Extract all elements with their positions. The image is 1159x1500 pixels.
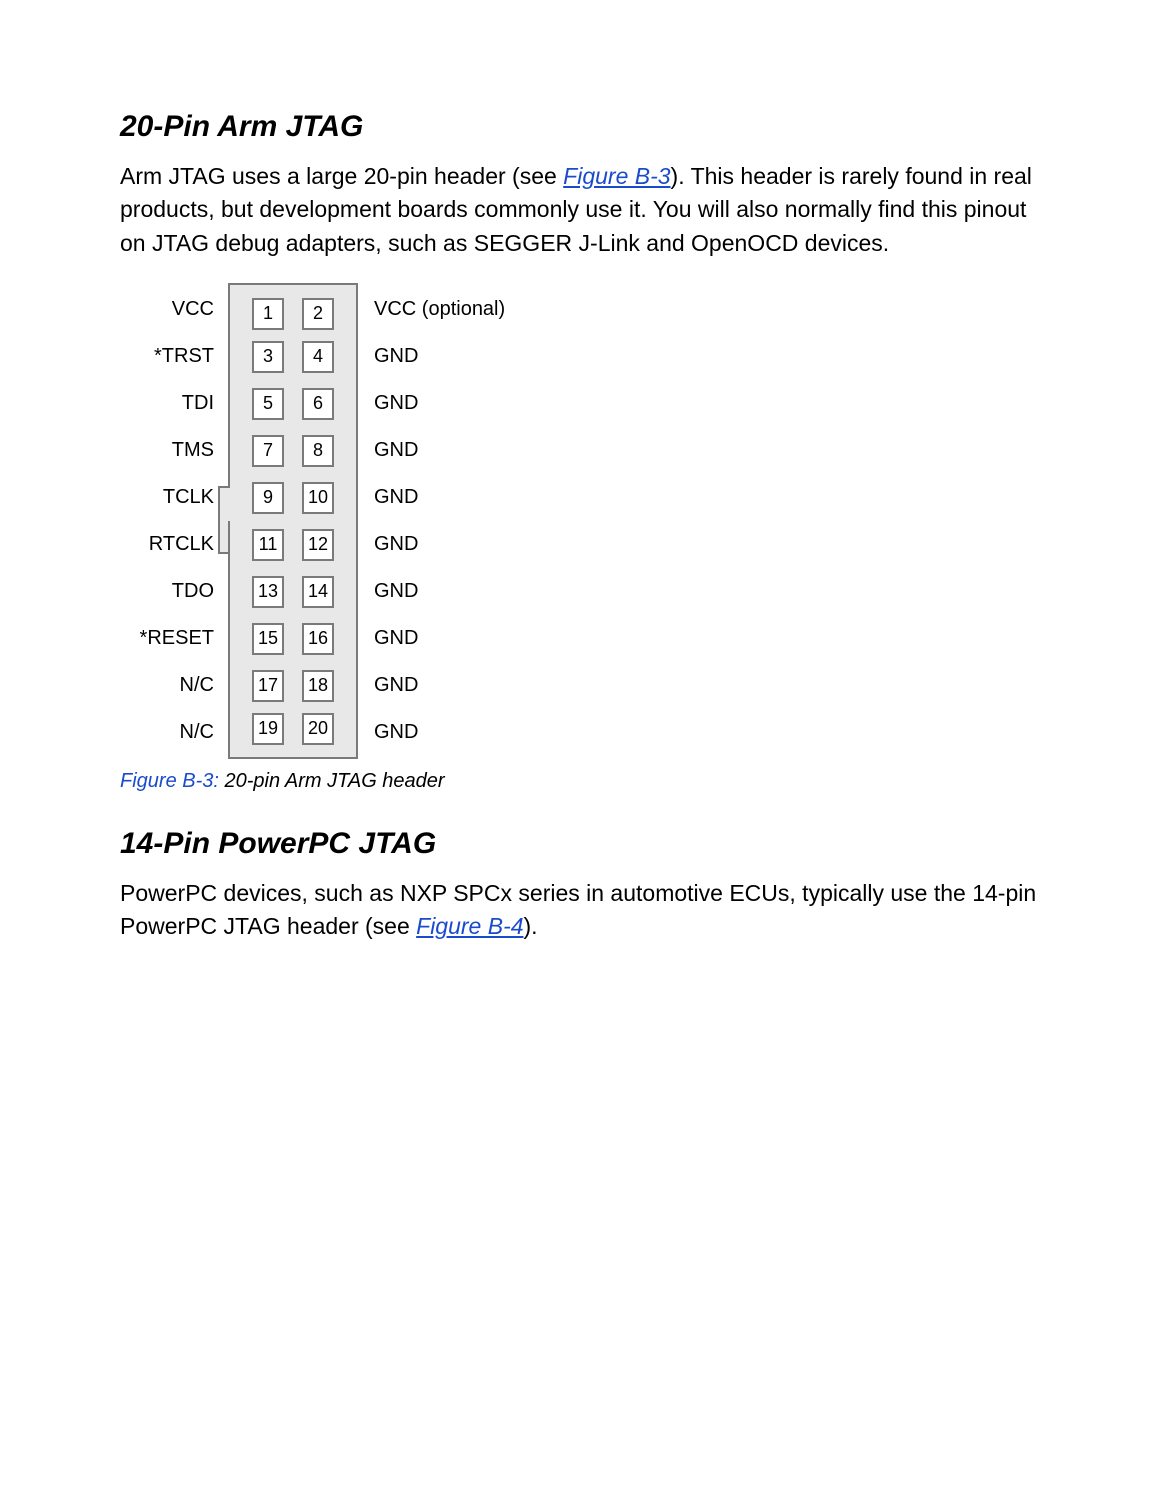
pin-box: 16 [302,623,334,655]
pinout-row: TDO 13 14 GND [120,568,1039,615]
pin-box: 17 [252,670,284,702]
connector-cell: 1920 [228,706,358,759]
pin-label-right: GND [358,674,418,697]
figure-b4-link[interactable]: Figure B-4 [416,913,523,939]
pinout-row: RTCLK 11 12 GND [120,521,1039,568]
pinout-row: TCLK 9 10 GND [120,474,1039,521]
connector-cell: 34 [228,333,358,380]
connector-cell: 9 10 [228,474,358,521]
pin-label-right: GND [358,721,418,744]
pin-label-left: N/C [120,674,228,697]
pin-label-right: GND [358,580,418,603]
section-heading-14pin: 14-Pin PowerPC JTAG [120,827,1039,861]
pin-box: 14 [302,576,334,608]
page-content: 20-Pin Arm JTAG Arm JTAG uses a large 20… [0,0,1159,1030]
connector-cell: 1718 [228,662,358,709]
pin-box: 5 [252,388,284,420]
pinout-row: TDI56GND [120,380,1039,427]
para1-pre: Arm JTAG uses a large 20-pin header (see [120,163,563,189]
pin-label-right: GND [358,486,418,509]
pin-box: 9 [252,482,284,514]
pinout-row: N/C1718GND [120,662,1039,709]
pin-label-left: N/C [120,721,228,744]
pin-box: 20 [302,713,334,745]
figure-caption-text: 20-pin Arm JTAG header [219,770,445,792]
connector-cell: 12 [228,283,358,336]
pin-box: 10 [302,482,334,514]
connector-cell: 13 14 [228,568,358,615]
pinout-row: *RESET1516GND [120,615,1039,662]
pin-box: 3 [252,341,284,373]
pin-label-right: GND [358,627,418,650]
pin-box: 19 [252,713,284,745]
connector-cell: 78 [228,427,358,474]
pin-box: 11 [252,529,284,561]
pin-box: 6 [302,388,334,420]
pin-label-right: GND [358,345,418,368]
pin-label-left: *TRST [120,345,228,368]
pinout-row: *TRST34GND [120,333,1039,380]
pin-label-left: TMS [120,439,228,462]
pin-label-left: VCC [120,298,228,321]
pin-box: 4 [302,341,334,373]
connector-cell: 56 [228,380,358,427]
para2-post: ). [524,913,538,939]
pin-label-left: TDI [120,392,228,415]
pin-box: 12 [302,529,334,561]
pin-label-left: TCLK [120,486,228,509]
pin-label-left: TDO [120,580,228,603]
section2-paragraph: PowerPC devices, such as NXP SPCx series… [120,877,1039,944]
pin-label-right: GND [358,533,418,556]
pin-box: 2 [302,298,334,330]
section-heading-20pin: 20-Pin Arm JTAG [120,110,1039,144]
pin-label-right: GND [358,392,418,415]
pinout-row: VCC12VCC (optional) [120,286,1039,333]
pin-box: 13 [252,576,284,608]
pin-label-left: RTCLK [120,533,228,556]
figure-b3-link[interactable]: Figure B-3 [563,163,670,189]
section1-paragraph: Arm JTAG uses a large 20-pin header (see… [120,160,1039,260]
pin-label-left: *RESET [120,627,228,650]
para2-pre: PowerPC devices, such as NXP SPCx series… [120,880,1036,939]
pin-box: 15 [252,623,284,655]
connector-cell: 1516 [228,615,358,662]
pinout-row: TMS78GND [120,427,1039,474]
pin-box: 7 [252,435,284,467]
pin-box: 8 [302,435,334,467]
pinout-diagram: VCC12VCC (optional)*TRST34GNDTDI56GNDTMS… [120,286,1039,756]
figure-caption: Figure B-3: 20-pin Arm JTAG header [120,770,1039,793]
pin-box: 18 [302,670,334,702]
pin-label-right: VCC (optional) [358,298,505,321]
pin-box: 1 [252,298,284,330]
pin-label-right: GND [358,439,418,462]
pinout-row: N/C1920GND [120,709,1039,756]
connector-cell: 11 12 [228,521,358,568]
figure-caption-id: Figure B-3: [120,770,219,792]
